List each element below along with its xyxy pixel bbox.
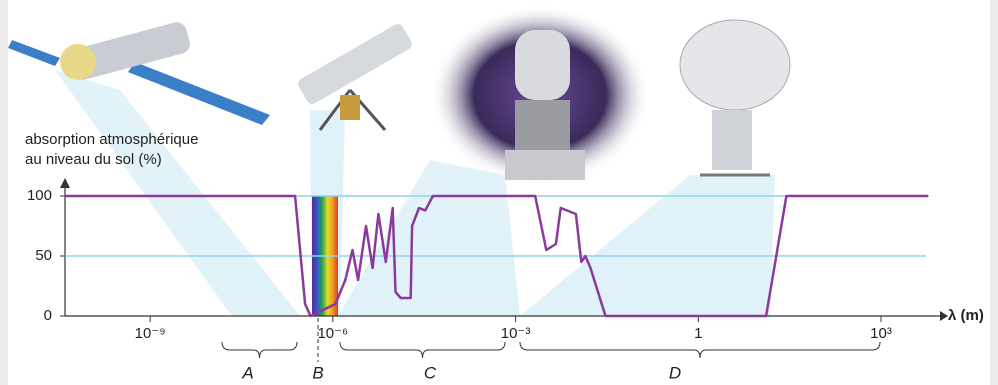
- x-tick-label: 10⁻⁶: [317, 325, 348, 342]
- band-label: D: [669, 363, 681, 382]
- x-axis-label: λ (m): [948, 307, 984, 324]
- band-label: A: [241, 363, 253, 382]
- y-tick-label: 100: [27, 187, 52, 204]
- y-tick-label: 0: [44, 307, 52, 324]
- x-tick-label: 1: [694, 325, 702, 342]
- chart: absorption atmosphérique au niveau du so…: [0, 0, 998, 385]
- space-telescope: [430, 5, 650, 185]
- x-tick-label: 10⁻³: [501, 325, 531, 342]
- y-axis-label: au niveau du sol (%): [25, 151, 162, 168]
- x-tick-label: 10³: [870, 325, 892, 342]
- band-label: B: [312, 363, 323, 382]
- band-label: C: [424, 363, 437, 382]
- y-tick-label: 50: [35, 247, 52, 264]
- x-tick-label: 10⁻⁹: [135, 325, 166, 342]
- page: {"chart_data": { "type": "line", "y_labe…: [0, 0, 998, 385]
- y-axis-label: absorption atmosphérique: [25, 131, 198, 148]
